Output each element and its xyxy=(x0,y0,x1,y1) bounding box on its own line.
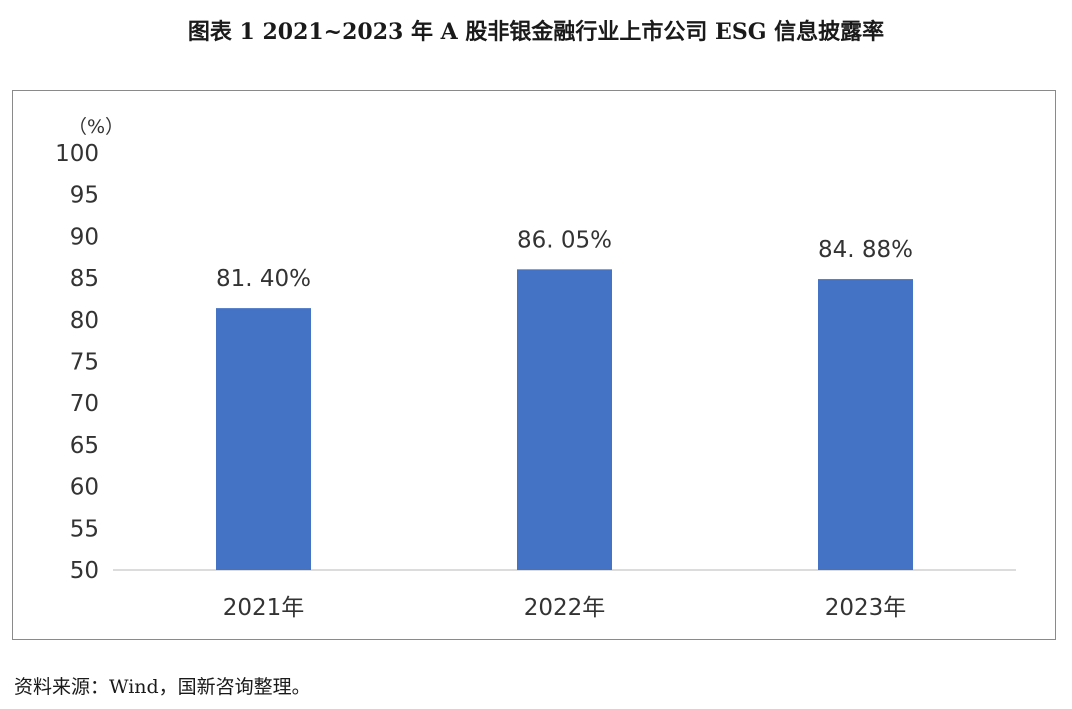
y-tick-label: 100 xyxy=(55,141,99,167)
bar xyxy=(216,308,311,570)
y-tick-label: 70 xyxy=(70,391,99,417)
x-tick-label: 2021年 xyxy=(223,595,305,621)
y-tick-label: 95 xyxy=(70,183,99,209)
x-tick-label: 2022年 xyxy=(524,595,606,621)
bar-chart: （%） 100 95 90 85 80 75 70 65 60 55 50 81. 40% 86. 0… xyxy=(55,116,1016,621)
y-tick-label: 60 xyxy=(70,475,99,501)
y-unit-label: （%） xyxy=(68,116,124,138)
data-label: 84. 88% xyxy=(818,237,913,263)
y-tick-label: 50 xyxy=(70,558,99,584)
y-tick-label: 80 xyxy=(70,308,99,334)
data-labels: 81. 40% 86. 05% 84. 88% xyxy=(216,227,913,292)
bar xyxy=(517,269,612,570)
y-tick-label: 75 xyxy=(70,350,99,376)
y-tick-label: 85 xyxy=(70,266,99,292)
x-tick-label: 2023年 xyxy=(825,595,907,621)
chart-frame: （%） 100 95 90 85 80 75 70 65 60 55 50 81. 40% 86. 0… xyxy=(12,90,1056,640)
chart-title: 图表 1 2021~2023 年 A 股非银金融行业上市公司 ESG 信息披露率 xyxy=(187,19,885,45)
y-axis-ticks: 100 95 90 85 80 75 70 65 60 55 50 xyxy=(55,141,99,584)
y-tick-label: 90 xyxy=(70,224,99,250)
data-label: 81. 40% xyxy=(216,266,311,292)
y-tick-label: 55 xyxy=(70,516,99,542)
source-note: 资料来源：Wind，国新咨询整理。 xyxy=(14,676,311,698)
bar xyxy=(818,279,913,570)
data-label: 86. 05% xyxy=(517,227,612,253)
x-axis-labels: 2021年 2022年 2023年 xyxy=(223,595,907,621)
bars xyxy=(216,269,913,570)
y-tick-label: 65 xyxy=(70,433,99,459)
